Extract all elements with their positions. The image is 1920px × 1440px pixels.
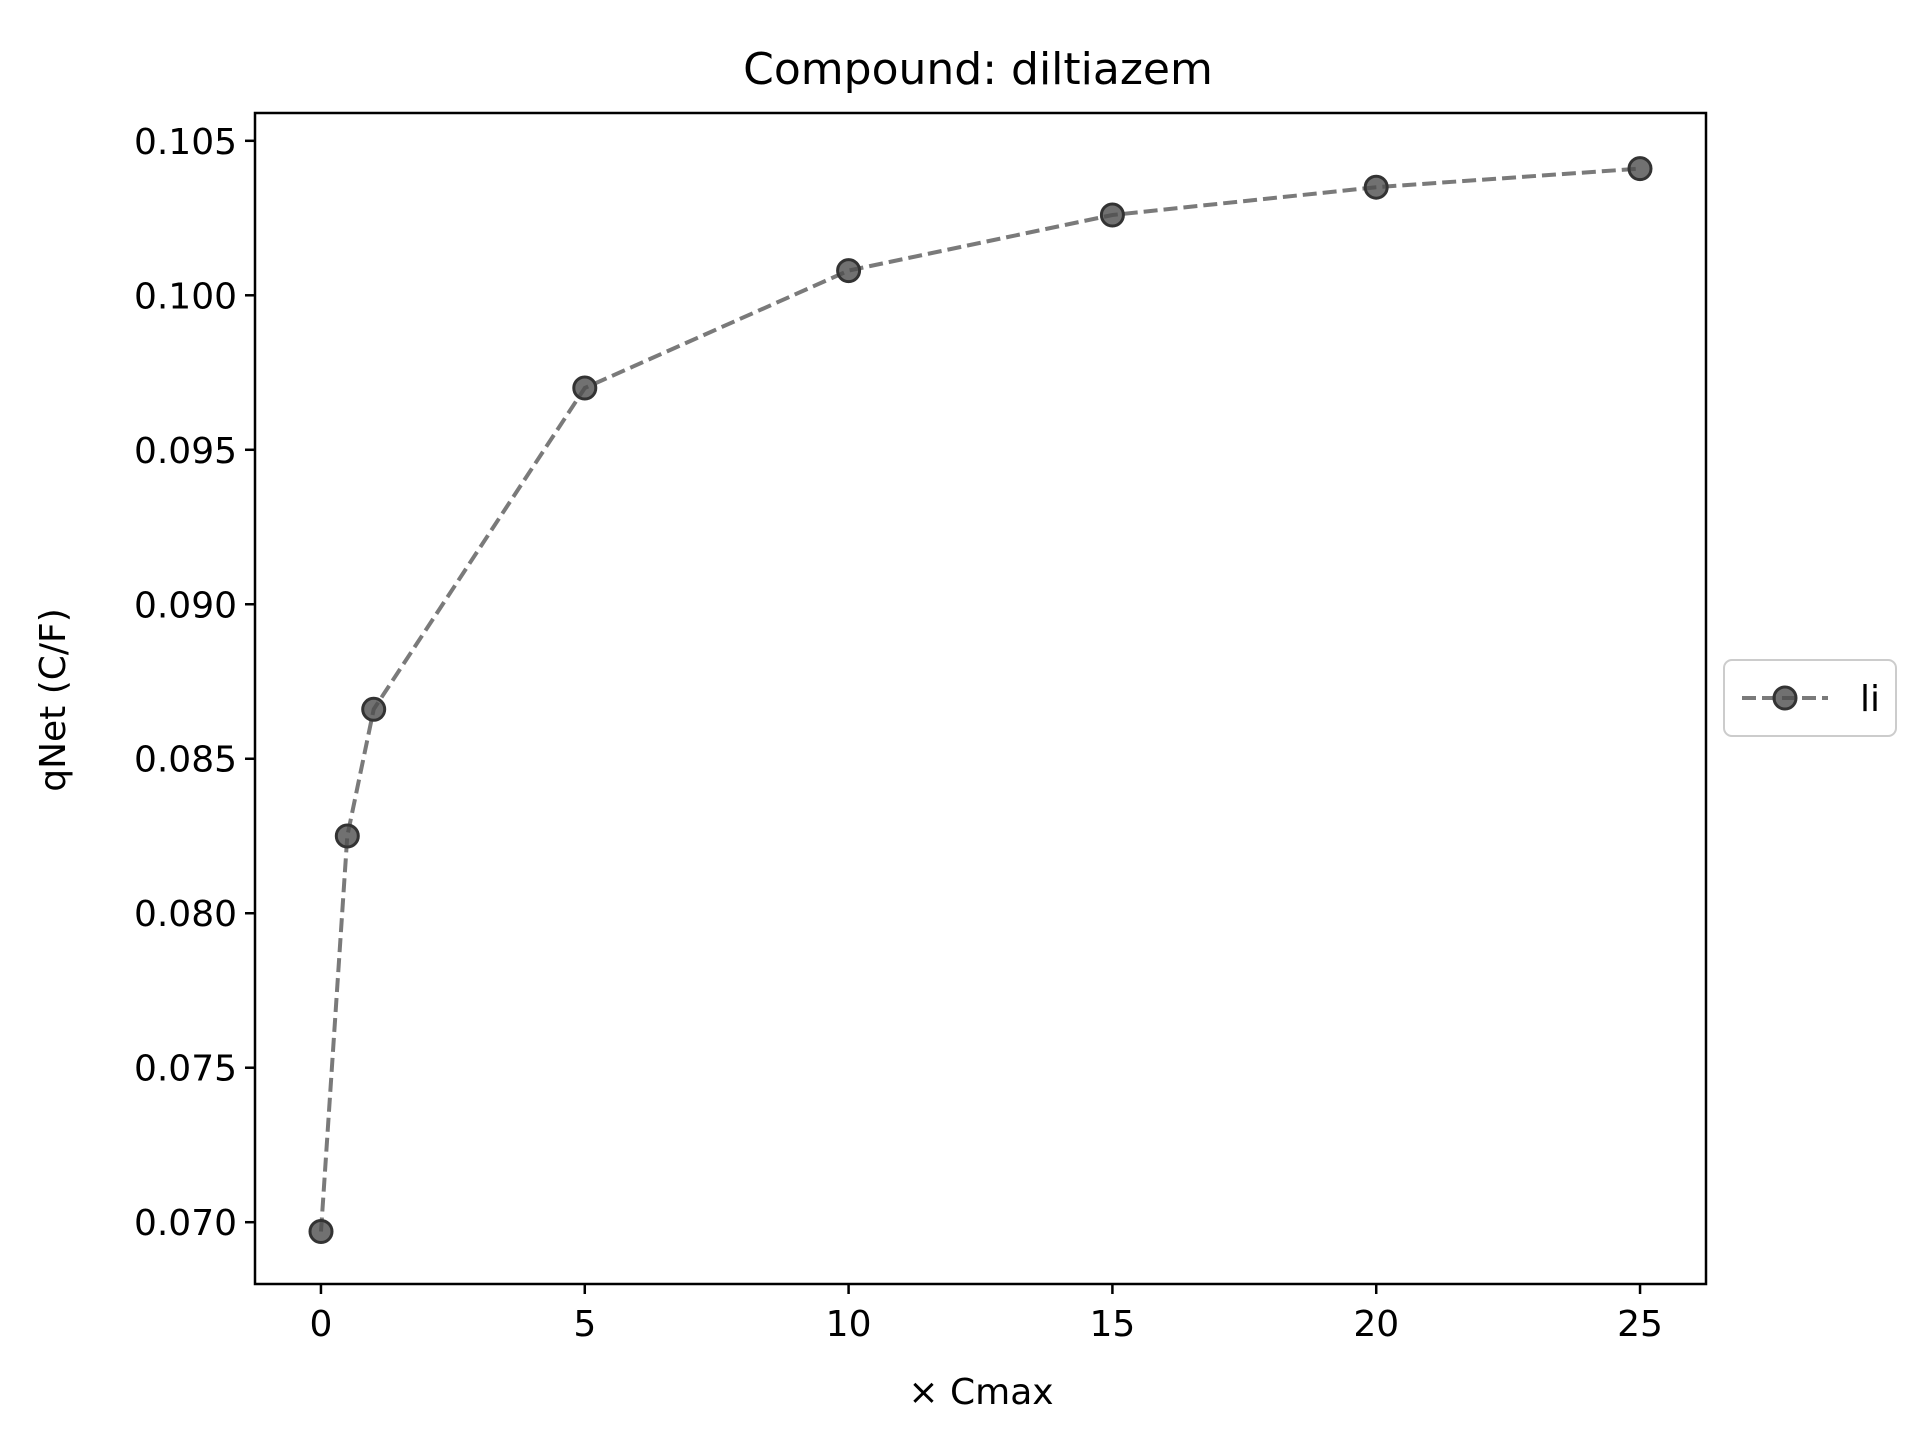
x-axis-label: × Cmax <box>908 1372 1053 1413</box>
y-tick-label: 0.070 <box>134 1203 237 1244</box>
legend-entry-label: li <box>1860 679 1880 720</box>
x-tick-label: 15 <box>1090 1304 1136 1345</box>
data-point <box>1099 202 1125 228</box>
data-point <box>334 823 360 849</box>
legend: li <box>1723 659 1897 737</box>
y-axis-label: qNet (C/F) <box>33 608 74 792</box>
x-tick-label: 20 <box>1353 1304 1399 1345</box>
axes-frame <box>253 111 1708 1286</box>
y-tick-label: 0.080 <box>134 894 237 935</box>
plot-area <box>308 156 1653 1244</box>
y-tick-label: 0.085 <box>134 740 237 781</box>
data-point <box>1627 156 1653 182</box>
data-point <box>1363 174 1389 200</box>
x-tick-label: 25 <box>1617 1304 1663 1345</box>
data-point <box>836 258 862 284</box>
data-point <box>361 696 387 722</box>
series-line-0 <box>319 166 1641 1232</box>
x-tick-label: 10 <box>826 1304 872 1345</box>
x-tick-label: 0 <box>310 1304 333 1345</box>
y-tick-label: 0.095 <box>134 431 237 472</box>
chart-title: Compound: diltiazem <box>743 44 1213 95</box>
y-tick-label: 0.075 <box>134 1049 237 1090</box>
y-tick-label: 0.090 <box>134 585 237 626</box>
axes: 0 5 10 15 20 25 0.070 0.075 0.080 0.085 0.090 0.095… <box>134 111 1708 1345</box>
data-point <box>572 375 598 401</box>
y-tick-label: 0.100 <box>134 276 237 317</box>
data-point <box>308 1219 334 1244</box>
legend-marker-sample <box>1772 685 1798 711</box>
x-tick-label: 5 <box>573 1304 596 1345</box>
y-tick-label: 0.105 <box>134 122 237 163</box>
